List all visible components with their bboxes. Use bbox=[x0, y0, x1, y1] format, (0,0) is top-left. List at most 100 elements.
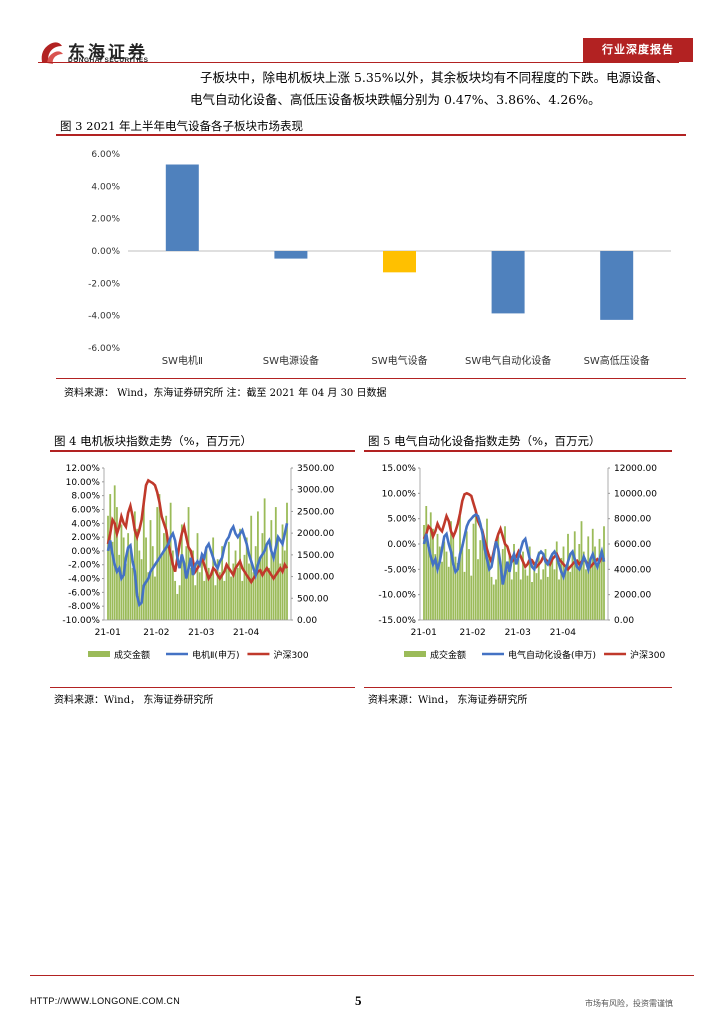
volume-bar bbox=[562, 546, 565, 620]
legend-benchmark-label: 沪深300 bbox=[630, 649, 665, 661]
volume-bar bbox=[163, 533, 165, 620]
volume-bar bbox=[227, 541, 230, 620]
volume-bar bbox=[198, 572, 201, 620]
volume-bar bbox=[436, 533, 439, 620]
x-category-label: SW高低压设备 bbox=[584, 354, 650, 367]
volume-bar bbox=[272, 554, 275, 620]
volume-bar bbox=[578, 544, 581, 620]
volume-bar bbox=[230, 576, 232, 620]
logo-english: DONGHAI SECURITIES bbox=[68, 57, 149, 64]
volume-bar bbox=[107, 515, 109, 620]
y-left-tick-label: 5.00% bbox=[387, 515, 416, 525]
figure5-line-chart: 15.00% 10.00% 5.00% 0.00% -5.00% -10.00% -15.0… bbox=[378, 464, 665, 661]
volume-bar bbox=[160, 554, 163, 620]
volume-bar bbox=[120, 524, 123, 620]
volume-bar bbox=[147, 572, 150, 620]
volume-bar bbox=[499, 566, 502, 620]
volume-bar bbox=[250, 515, 253, 620]
volume-bar bbox=[171, 550, 174, 620]
volume-bar bbox=[438, 546, 441, 620]
footer-disclaimer: 市场有风险，投资需谨慎 bbox=[585, 999, 673, 1008]
volume-bar bbox=[140, 559, 143, 620]
volume-bar bbox=[470, 575, 473, 620]
volume-bar bbox=[122, 537, 125, 620]
volume-bar bbox=[212, 537, 215, 620]
legend-benchmark-label: 沪深300 bbox=[273, 649, 308, 661]
volume-bar bbox=[129, 546, 132, 620]
footer-divider bbox=[30, 975, 694, 976]
volume-bar bbox=[218, 572, 221, 620]
volume-bar bbox=[580, 521, 583, 620]
volume-bar bbox=[461, 544, 464, 620]
volume-bar bbox=[165, 515, 168, 620]
volume-bar bbox=[180, 524, 183, 620]
volume-bar bbox=[167, 541, 170, 620]
report-type-tag: 行业深度报告 bbox=[583, 38, 693, 62]
volume-bar bbox=[591, 528, 594, 620]
x-category-label: SW电源设备 bbox=[263, 354, 319, 367]
x-category-label: SW电气自动化设备 bbox=[465, 354, 551, 367]
bar bbox=[383, 251, 416, 273]
x-tick-label: 21-03 bbox=[505, 628, 531, 638]
volume-bar bbox=[225, 567, 228, 620]
y-left-tick-label: -2.00% bbox=[68, 561, 100, 571]
y-right-tick-label: 0.00 bbox=[297, 616, 317, 626]
volume-bar bbox=[483, 546, 486, 620]
volume-bar bbox=[131, 567, 134, 620]
volume-bar bbox=[598, 538, 601, 620]
figure3-title: 图 3 2021 年上半年电气设备各子板块市场表现 bbox=[60, 119, 304, 133]
figure4-line-chart: 12.00% 10.00% 8.00% 6.00% 4.00% 2.00% 0.00% -2.… bbox=[62, 464, 334, 661]
volume-bar bbox=[560, 557, 563, 620]
bar bbox=[600, 251, 634, 320]
y-tick-label: -2.00% bbox=[88, 279, 120, 289]
y-tick-label: -4.00% bbox=[88, 312, 120, 322]
x-tick-label: 21-02 bbox=[460, 628, 486, 638]
y-right-tick-label: 4000.00 bbox=[614, 565, 651, 575]
footer-website-link[interactable]: HTTP://WWW.LONGONE.COM.CN bbox=[30, 996, 180, 1006]
figure5-bottom-rule bbox=[364, 687, 672, 688]
bar bbox=[491, 251, 525, 314]
volume-bar bbox=[555, 541, 558, 620]
volume-bar bbox=[450, 521, 452, 620]
volume-bar bbox=[492, 584, 495, 620]
volume-bar bbox=[232, 563, 235, 620]
volume-bar bbox=[465, 531, 468, 620]
y-right-tick-label: 2000.00 bbox=[614, 591, 651, 601]
volume-bar bbox=[463, 571, 466, 620]
figure5-source: 资料来源：Wind， 东海证券研究所 bbox=[368, 695, 528, 706]
volume-bar bbox=[441, 561, 443, 620]
volume-bar bbox=[174, 580, 177, 620]
volume-bar bbox=[495, 579, 497, 620]
volume-bar bbox=[600, 556, 603, 620]
volume-bar bbox=[490, 576, 493, 620]
volume-bar bbox=[203, 580, 206, 620]
figure5-top-rule bbox=[364, 450, 672, 452]
volume-bar bbox=[263, 498, 266, 620]
y-right-tick-label: 12000.00 bbox=[614, 464, 657, 474]
y-left-tick-label: 0.00% bbox=[387, 540, 416, 550]
figure3-bottom-rule bbox=[56, 378, 686, 379]
x-category-label: SW电机Ⅱ bbox=[162, 354, 203, 367]
volume-bar bbox=[488, 554, 491, 620]
volume-bar bbox=[423, 525, 425, 620]
figure4-bottom-rule bbox=[50, 687, 355, 688]
volume-bar bbox=[169, 502, 172, 620]
volume-bar bbox=[109, 494, 112, 620]
volume-bar bbox=[587, 536, 590, 620]
volume-bar bbox=[127, 533, 130, 620]
bar bbox=[274, 251, 308, 259]
y-tick-label: 0.00% bbox=[91, 247, 120, 257]
volume-bar bbox=[497, 536, 500, 620]
x-tick-label: 21-04 bbox=[550, 628, 576, 638]
legend-volume-label: 成交金额 bbox=[114, 649, 150, 661]
figure4-top-rule bbox=[50, 450, 355, 452]
volume-bar bbox=[443, 541, 446, 620]
company-logo: 东海证券 DONGHAI SECURITIES bbox=[38, 36, 168, 68]
index-line bbox=[106, 523, 289, 608]
volume-bar bbox=[522, 551, 524, 620]
volume-bar bbox=[546, 576, 549, 620]
volume-bar bbox=[145, 537, 147, 620]
volume-bar bbox=[506, 569, 509, 620]
x-category-label: SW电气设备 bbox=[371, 354, 427, 367]
volume-bar bbox=[283, 550, 286, 620]
